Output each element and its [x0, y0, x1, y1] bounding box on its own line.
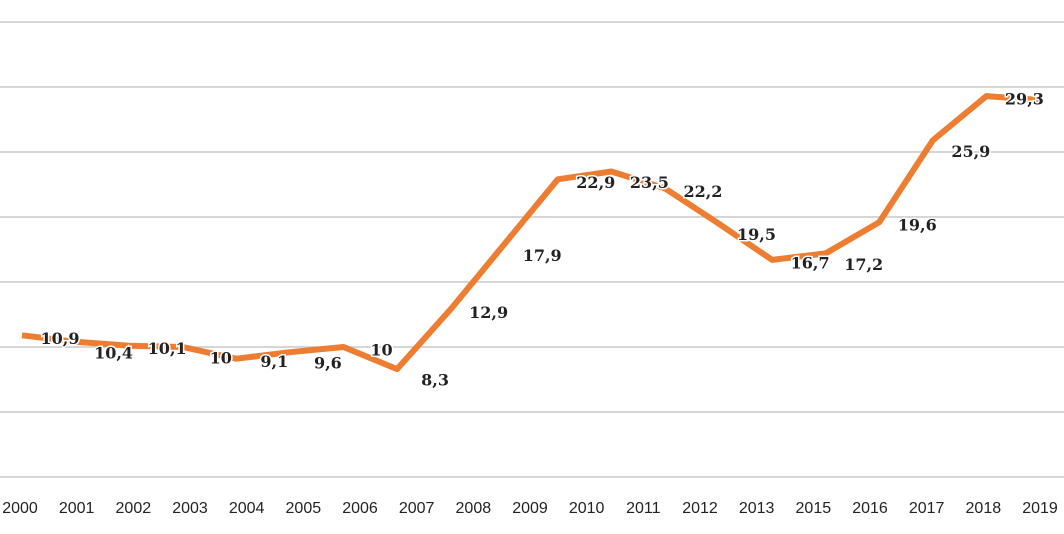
x-tick-label: 2004	[229, 500, 265, 517]
x-tick-label: 2019	[1022, 500, 1058, 517]
data-line	[21, 93, 1041, 373]
x-tick-label: 2008	[456, 500, 492, 517]
x-tick-label: 2011	[626, 500, 661, 517]
value-label: 10	[370, 341, 392, 360]
value-label: 10,4	[94, 343, 133, 362]
value-label: 9,1	[260, 352, 288, 371]
x-tick-label: 2018	[966, 500, 1002, 517]
x-tick-label: 2002	[116, 500, 152, 517]
value-label: 10	[210, 349, 232, 368]
value-label: 10,9	[41, 329, 80, 348]
value-label: 29,3	[1005, 90, 1044, 109]
value-label: 12,9	[469, 303, 508, 322]
value-label: 19,6	[898, 216, 937, 235]
x-tick-label: 2006	[342, 500, 378, 517]
x-tick-label: 2007	[399, 500, 435, 517]
value-label: 23,5	[630, 173, 669, 192]
x-tick-label: 2013	[739, 500, 775, 517]
x-tick-label: 2001	[59, 500, 95, 517]
value-label: 22,9	[576, 173, 615, 192]
value-label: 8,3	[421, 371, 449, 390]
value-label: 17,2	[844, 255, 883, 274]
value-label: 25,9	[951, 142, 990, 161]
value-label: 10,1	[148, 339, 187, 358]
x-tick-label: 2005	[286, 500, 322, 517]
x-tick-label: 2016	[852, 500, 888, 517]
x-tick-label: 2000	[2, 500, 38, 517]
value-label: 22,2	[683, 182, 722, 201]
x-tick-label: 2010	[569, 500, 605, 517]
x-tick-label: 2009	[512, 500, 548, 517]
value-label: 17,9	[523, 246, 562, 265]
x-tick-label: 2012	[682, 500, 718, 517]
x-tick-label: 2015	[796, 500, 832, 517]
value-label: 19,5	[737, 225, 776, 244]
value-label: 9,6	[314, 354, 342, 373]
x-tick-label: 2017	[909, 500, 945, 517]
x-tick-label: 2003	[172, 500, 208, 517]
value-label: 16,7	[791, 253, 830, 272]
